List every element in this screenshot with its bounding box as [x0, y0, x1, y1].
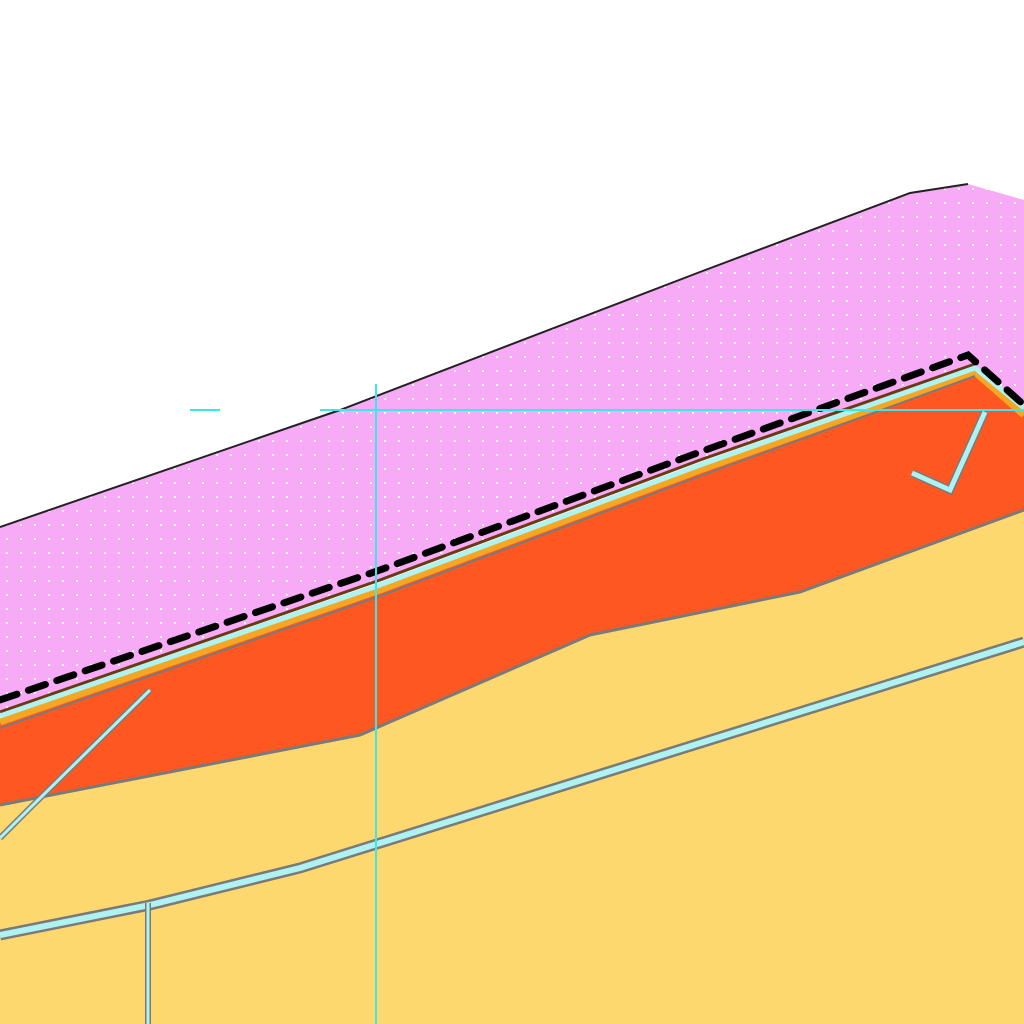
red-zone-lower-edge [0, 508, 1024, 807]
outer-parcel-line [0, 375, 976, 729]
orange-edge-strip [0, 368, 1024, 726]
road-edge-strip [0, 365, 1024, 719]
pink-zone-outer-boundary [0, 183, 969, 528]
yellow-residential-zone[interactable] [0, 510, 1024, 1024]
dashed-boundary [0, 350, 1024, 704]
diagonal-parcel-line-fill [0, 688, 152, 840]
red-commercial-zone[interactable] [0, 372, 1024, 805]
pink-residential-zone[interactable] [0, 184, 1024, 712]
brown-edge-line [0, 362, 976, 714]
small-parcel-feature-fill [910, 410, 988, 494]
road-corridor-fill [0, 639, 1024, 938]
